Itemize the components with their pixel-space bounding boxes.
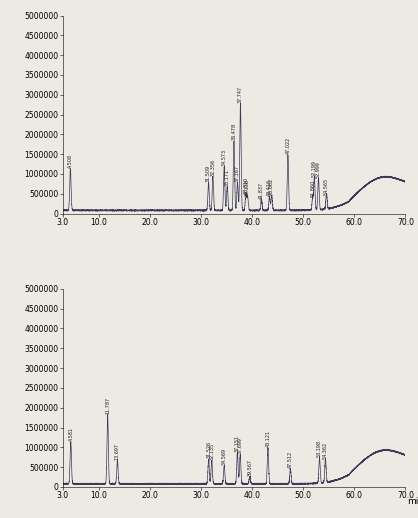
Text: 53.198: 53.198: [317, 440, 322, 457]
Text: 11.787: 11.787: [105, 396, 110, 414]
X-axis label: min: min: [407, 497, 418, 506]
Text: 13.697: 13.697: [115, 443, 120, 460]
Text: 4.508: 4.508: [68, 154, 73, 168]
Text: 39.138: 39.138: [245, 179, 250, 196]
Text: 32.135: 32.135: [209, 443, 214, 460]
Text: 38.810: 38.810: [243, 177, 248, 194]
Text: 34.569: 34.569: [222, 448, 227, 465]
Text: 32.356: 32.356: [210, 159, 215, 176]
Text: 37.167: 37.167: [235, 165, 240, 182]
Text: 52.199: 52.199: [312, 160, 317, 177]
Text: 43.121: 43.121: [265, 430, 270, 448]
Text: 52.999: 52.999: [316, 161, 321, 178]
Text: 37.699: 37.699: [238, 437, 243, 454]
Text: 41.837: 41.837: [259, 181, 264, 198]
Text: 4.581: 4.581: [68, 427, 73, 441]
Text: 51.860: 51.860: [310, 180, 315, 197]
Text: 36.478: 36.478: [232, 123, 237, 140]
Text: 31.526: 31.526: [206, 441, 211, 458]
Text: 47.022: 47.022: [285, 137, 291, 154]
Text: 37.151: 37.151: [235, 435, 240, 452]
Text: 31.509: 31.509: [206, 165, 211, 182]
Text: 54.362: 54.362: [323, 442, 328, 459]
Text: 35.171: 35.171: [225, 169, 230, 186]
Text: 47.512: 47.512: [288, 451, 293, 468]
Text: 34.573: 34.573: [222, 149, 227, 166]
Text: 54.565: 54.565: [324, 178, 329, 195]
Text: 43.416: 43.416: [267, 179, 272, 196]
Text: 39.567: 39.567: [247, 459, 252, 476]
Text: 43.862: 43.862: [269, 178, 274, 195]
Text: 37.747: 37.747: [238, 85, 243, 103]
